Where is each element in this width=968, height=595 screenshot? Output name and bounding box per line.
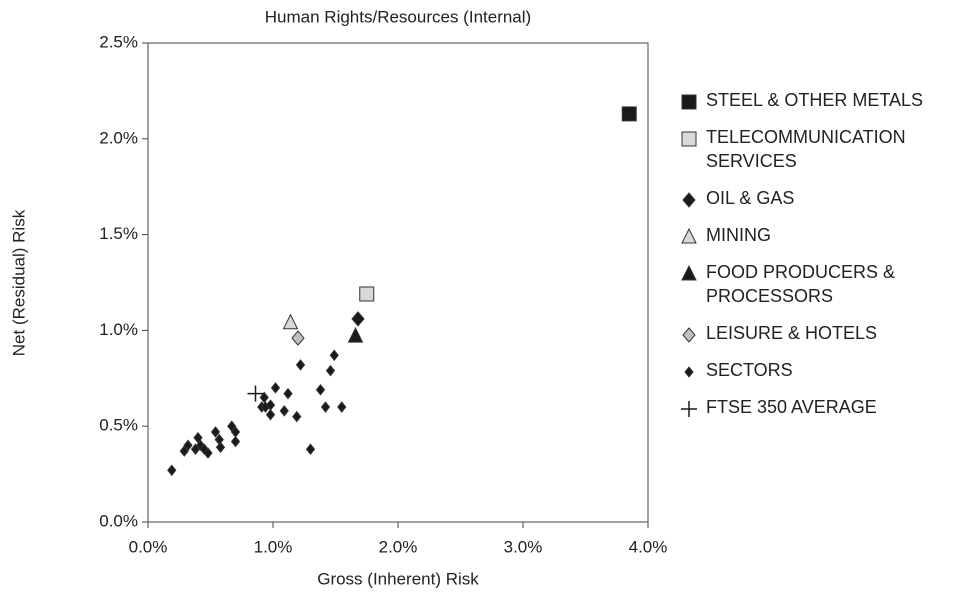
marker-triangle [681, 228, 697, 244]
legend-swatch [681, 401, 697, 417]
legend-swatch [684, 366, 694, 378]
y-tick-label: 2.5% [99, 32, 138, 51]
x-tick-label: 0.0% [129, 537, 168, 556]
marker-diamond [210, 426, 221, 438]
legend-swatch [681, 265, 697, 281]
legend-label: SECTORS [706, 360, 793, 380]
plot-frame [147, 42, 649, 523]
marker-diamond [315, 383, 326, 396]
marker-square [681, 94, 697, 110]
x-axis-label: Gross (Inherent) Risk [317, 569, 479, 588]
marker-diamond [193, 431, 203, 444]
legend-label: STEEL & OTHER METALS [706, 90, 924, 110]
chart-title: Human Rights/Resources (Internal) [265, 7, 531, 26]
legend-label: LEISURE & HOTELS [706, 323, 878, 343]
y-axis-label: Net (Residual) Risk [9, 209, 28, 356]
marker-diamond [279, 405, 289, 417]
marker-diamond [295, 359, 306, 371]
marker-diamond [215, 441, 226, 454]
y-tick-label: 0.5% [99, 416, 138, 435]
legend-item: FTSE 350 AVERAGE [680, 395, 950, 419]
marker-square [681, 131, 697, 147]
marker-diamond [291, 330, 305, 346]
x-tick-label: 2.0% [379, 537, 418, 556]
legend-label: MINING [706, 225, 771, 245]
x-tick-label: 1.0% [254, 537, 293, 556]
y-tick-label: 0.0% [99, 511, 138, 530]
legend-label: FTSE 350 AVERAGE [706, 397, 877, 417]
marker-diamond [337, 401, 347, 413]
x-tick-label: 3.0% [504, 537, 543, 556]
marker-diamond [265, 408, 276, 421]
marker-diamond [682, 327, 696, 343]
legend-label: OIL & GAS [706, 188, 795, 208]
legend-swatch [681, 228, 697, 244]
marker-diamond [167, 464, 177, 477]
legend-item: SECTORS [680, 358, 950, 382]
legend-item: TELECOMMUNICATION SERVICES [680, 125, 950, 173]
legend-item: STEEL & OTHER METALS [680, 88, 950, 112]
legend-swatch [681, 131, 697, 147]
marker-diamond [283, 387, 293, 400]
marker-cross [681, 401, 697, 417]
legend-item: MINING [680, 223, 950, 247]
marker-diamond [305, 443, 316, 455]
marker-diamond [351, 311, 365, 327]
marker-diamond [682, 192, 696, 208]
marker-diamond [684, 366, 694, 378]
marker-triangle [681, 265, 697, 281]
marker-diamond [325, 364, 336, 377]
marker-diamond [320, 401, 331, 413]
marker-diamond [265, 399, 276, 411]
x-tick-label: 4.0% [629, 537, 668, 556]
marker-diamond [270, 382, 281, 394]
marker-cross [247, 385, 264, 402]
marker-diamond [183, 439, 193, 452]
marker-diamond [230, 435, 241, 448]
marker-diamond [292, 410, 302, 423]
marker-diamond [203, 447, 213, 459]
marker-square [621, 106, 637, 122]
marker-square [359, 286, 375, 302]
marker-diamond [259, 391, 269, 404]
legend-item: FOOD PRODUCERS & PROCESSORS [680, 260, 950, 308]
marker-triangle [347, 327, 364, 343]
chart: Human Rights/Resources (Internal) Gross … [9, 7, 668, 588]
legend-swatch [681, 94, 697, 110]
legend-item: OIL & GAS [680, 186, 950, 210]
legend-label: FOOD PRODUCERS & PROCESSORS [706, 262, 896, 306]
legend-label: TELECOMMUNICATION SERVICES [706, 127, 906, 171]
y-tick-label: 2.0% [99, 128, 138, 147]
legend: STEEL & OTHER METALS TELECOMMUNICATION SE… [680, 88, 950, 432]
marker-triangle [282, 313, 299, 330]
legend-item: LEISURE & HOTELS [680, 321, 950, 345]
legend-swatch [682, 327, 696, 343]
y-tick-label: 1.5% [99, 224, 138, 243]
marker-diamond [329, 349, 339, 362]
legend-swatch [682, 192, 696, 208]
y-tick-label: 1.0% [99, 320, 138, 339]
